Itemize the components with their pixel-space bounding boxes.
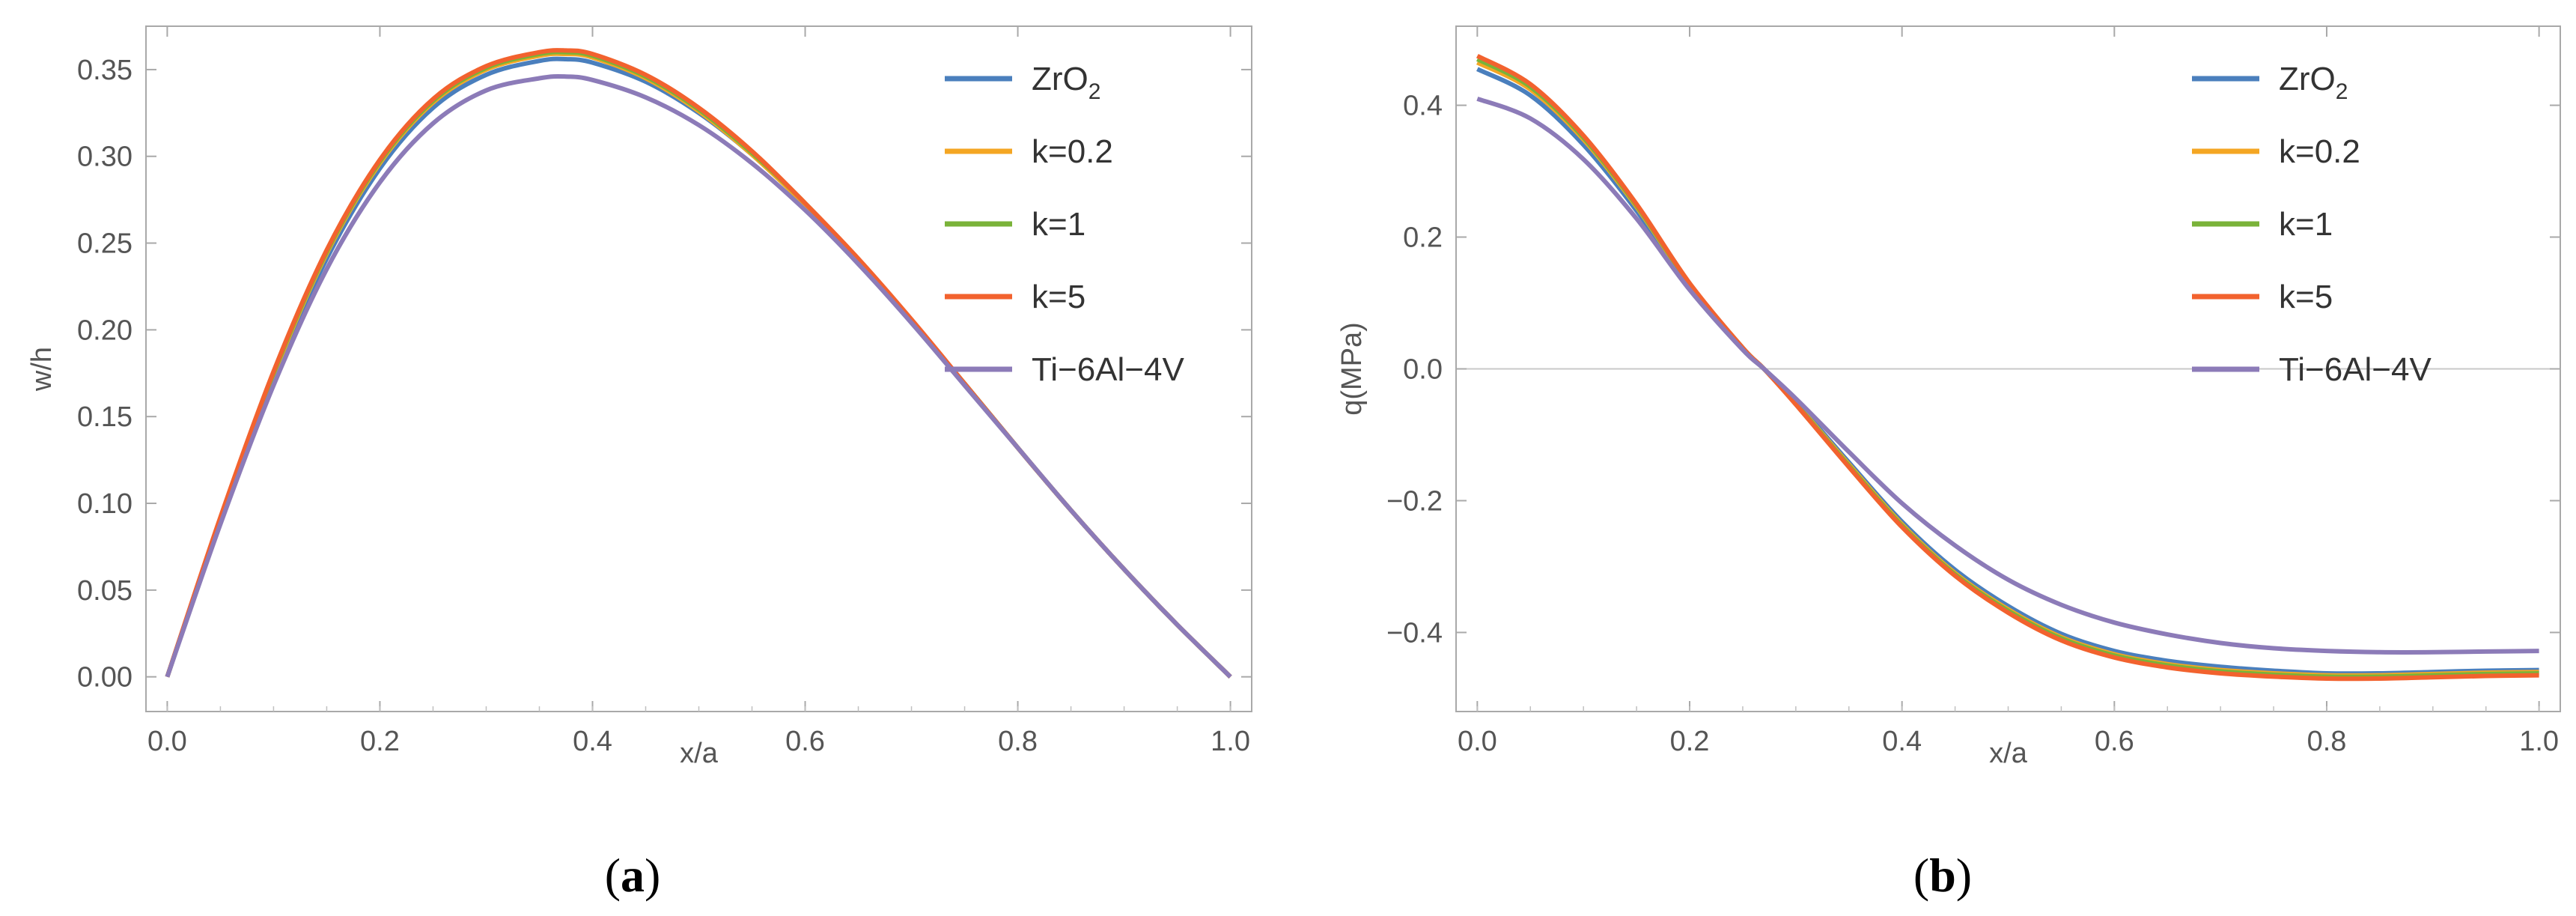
y-tick-label: 0.30 — [77, 142, 133, 173]
x-tick-label: 0.6 — [785, 726, 825, 757]
panel-label: (b) — [1913, 849, 1972, 902]
legend-label: k=1 — [2279, 206, 2333, 243]
y-axis-label: q(MPa) — [1336, 322, 1368, 416]
x-tick-label: 0.8 — [998, 726, 1038, 757]
series-line-ti-6al-4v — [1476, 96, 2539, 655]
legend-label: ZrO2 — [1032, 61, 1100, 104]
panel-a: 0.0 0.2 0.4 0.6 0.8 1.0 0.00 0.05 0.10 0.15 0.20 0.… — [26, 25, 1252, 902]
panel-b: 0.0 0.2 0.4 0.6 0.8 1.0 0.4 0.2 0.0 −0.2 −0.4 x/a q(… — [1336, 25, 2561, 902]
y-tick-label: 0.10 — [77, 488, 133, 520]
y-tick-label: 0.20 — [77, 315, 133, 346]
series-line-k-5 — [1476, 53, 2539, 682]
x-tick-label: 0.2 — [1670, 726, 1710, 757]
legend-label: k=1 — [1032, 206, 1085, 243]
x-tick-label: 0.4 — [573, 726, 612, 757]
x-axis-label: x/a — [680, 738, 719, 769]
legend-label: Ti−6Al−4V — [2279, 351, 2432, 388]
x-tick-label: 0.2 — [360, 726, 400, 757]
y-tick-label: 0.2 — [1403, 222, 1443, 254]
legend-label: k=5 — [1032, 279, 1085, 315]
legend-label: Ti−6Al−4V — [1032, 351, 1184, 388]
x-tick-label: 0.6 — [2095, 726, 2134, 757]
x-tick-label: 0.4 — [1882, 726, 1922, 757]
x-tick-label: 1.0 — [2519, 726, 2559, 757]
x-tick-label: 0.0 — [147, 726, 187, 757]
panel-label: (a) — [605, 849, 661, 902]
y-tick-label: 0.15 — [77, 401, 133, 433]
x-tick-label: 1.0 — [1211, 726, 1250, 757]
x-tick-label: 0.8 — [2307, 726, 2347, 757]
y-tick-label: −0.4 — [1386, 617, 1443, 649]
legend-label: k=0.2 — [1032, 133, 1113, 170]
series-line-ti-6al-4v — [165, 73, 1232, 679]
y-tick-label: 0.25 — [77, 228, 133, 260]
y-tick-label: 0.4 — [1403, 91, 1443, 122]
y-tick-label: 0.00 — [77, 662, 133, 694]
legend-label: k=5 — [2279, 279, 2333, 315]
legend-label: k=0.2 — [2279, 133, 2360, 170]
y-tick-label: 0.05 — [77, 575, 133, 607]
y-axis-label: w/h — [26, 347, 58, 392]
legend-label: ZrO2 — [2279, 61, 2348, 104]
y-tick-label: −0.2 — [1386, 485, 1443, 517]
x-axis-label: x/a — [1989, 738, 2028, 769]
y-tick-label: 0.0 — [1403, 354, 1443, 386]
y-tick-label: 0.35 — [77, 55, 133, 86]
x-tick-label: 0.0 — [1458, 726, 1497, 757]
